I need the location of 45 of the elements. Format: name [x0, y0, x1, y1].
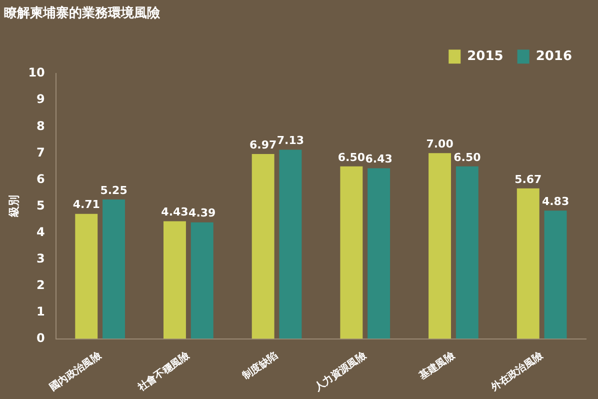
bar [368, 168, 390, 339]
bar [340, 166, 363, 339]
bar [279, 150, 302, 339]
y-tick-label: 6 [36, 172, 45, 186]
bar [428, 153, 452, 339]
bar [102, 200, 125, 339]
y-tick-label: 5 [36, 198, 45, 212]
y-tick-label: 9 [36, 92, 45, 106]
y-axis-title: 級別 [7, 195, 20, 218]
text: 4.83 [542, 195, 570, 208]
text: 7.13 [276, 134, 304, 148]
bar [75, 214, 98, 339]
text: 4.39 [188, 206, 216, 220]
bar [456, 166, 478, 339]
text: 6.50 [338, 150, 365, 164]
chart-title: 瞭解柬埔寨的業務環境風險 [4, 5, 161, 22]
text: 6.50 [454, 150, 481, 164]
text: 5.67 [514, 172, 542, 186]
y-tick-label: 1 [36, 304, 45, 318]
text: 4.71 [72, 198, 100, 212]
y-tick-label: 2 [36, 278, 45, 292]
legend-label: 2016 [536, 48, 572, 64]
y-tick-label: 3 [36, 251, 45, 266]
bar [190, 222, 214, 339]
legend-label: 2015 [467, 48, 504, 64]
bar [544, 210, 567, 339]
x-tick-label: 外在政治風險 [488, 348, 546, 394]
x-tick-label: 國內政治風險 [47, 348, 104, 394]
x-tick-label: 基建風險 [416, 348, 458, 383]
bar [164, 221, 186, 339]
x-tick-label: 社會不穩風險 [134, 348, 192, 394]
x-tick-label: 人力資源風險 [311, 348, 370, 394]
bar [516, 188, 540, 339]
text: 7.00 [426, 138, 454, 151]
y-tick-label: 10 [28, 66, 45, 80]
x-tick-label: 制度缺陷 [240, 349, 280, 383]
text: 6.97 [250, 138, 277, 152]
text: 4.43 [161, 206, 188, 219]
y-tick-label: 8 [36, 118, 45, 133]
y-tick-label: 0 [36, 330, 45, 345]
y-tick-label: 4 [36, 224, 45, 239]
text: 5.25 [100, 184, 128, 197]
text: 6.43 [365, 152, 392, 166]
bar [252, 154, 274, 339]
y-tick-label: 7 [36, 145, 45, 160]
